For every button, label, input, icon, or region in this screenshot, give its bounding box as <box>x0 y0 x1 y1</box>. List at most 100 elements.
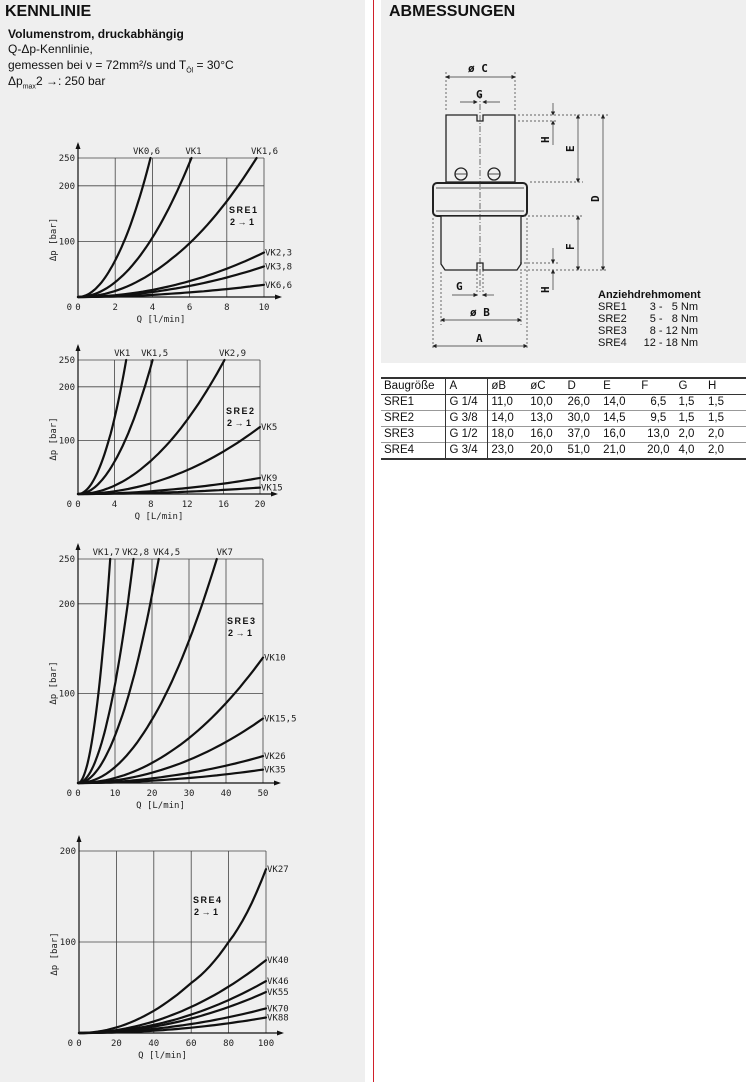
table-cell: 11,0 <box>487 394 528 411</box>
series-label: VK10 <box>264 654 286 664</box>
column-header: G <box>678 380 688 392</box>
x-tick-label: 50 <box>258 789 269 799</box>
table-cell: 14,0 <box>487 410 528 427</box>
x-tick-label: 40 <box>221 789 232 799</box>
flow-direction-label: 2 → 1 <box>228 628 252 638</box>
series-group-label: SRE2 <box>226 406 256 416</box>
series-label: VK88 <box>267 1014 289 1024</box>
series-label: VK1,5 <box>141 349 168 359</box>
y-tick-label: 200 <box>59 383 75 393</box>
origin-label: 0 <box>67 303 72 313</box>
curve-VK7 <box>76 557 218 785</box>
section-heading-abmessungen: ABMESSUNGEN <box>389 3 516 20</box>
table-cell: 1,5 <box>678 412 695 424</box>
description-line-2: gemessen bei ν = 72mm²/s und TÖl = 30°C <box>8 58 234 74</box>
table-body: SRE1 G 1/4 11,0 10,0 26,0 14,0 6,5 1,5 1,5 SRE2 G … <box>381 394 746 459</box>
series-group-label: SRE3 <box>227 616 257 626</box>
table-cell: 26,0 <box>567 396 590 408</box>
series-label: VK9 <box>261 474 277 484</box>
dim-label-c: ø C <box>468 62 488 75</box>
y-axis-arrow-icon <box>76 835 82 842</box>
x-axis-arrow-icon <box>274 780 281 786</box>
subscript: max <box>22 83 36 91</box>
table-cell: 1,5 <box>708 412 724 424</box>
flow-direction-label: 2 → 1 <box>230 217 254 227</box>
x-tick-label: 40 <box>148 1039 159 1049</box>
series-label: VK1,7 <box>93 548 120 558</box>
torque-row: SRE3 8 - 12 Nm <box>598 325 698 337</box>
x-tick-label: 16 <box>218 500 229 510</box>
table-cell: 16,0 <box>530 428 553 440</box>
table-cell: SRE1 <box>384 396 415 408</box>
x-axis-label: Q [l/min] <box>138 1051 187 1061</box>
x-axis-label: Q [L/min] <box>135 512 184 522</box>
series-label: VK1,6 <box>251 147 278 157</box>
series-label: VK5 <box>261 423 277 433</box>
flow-direction-label: 2 → 1 <box>194 907 218 917</box>
series-label: VK40 <box>267 956 289 966</box>
dim-label-b: ø B <box>470 306 490 319</box>
series-label: VK0,6 <box>133 147 160 157</box>
dim-label-g-bottom: G <box>456 280 463 293</box>
curve-VK15 <box>76 486 262 496</box>
curve-VK10 <box>76 656 265 785</box>
series-label: VK7 <box>217 548 233 558</box>
y-axis-label: Δp [bar] <box>49 417 59 460</box>
curve-VK5 <box>76 425 262 496</box>
curve-VK1 <box>76 156 193 299</box>
table-cell: 23,0 <box>487 442 528 459</box>
table-cell: 2,0 <box>708 428 724 440</box>
table-cell: SRE3 <box>384 428 415 440</box>
column-header: H <box>708 380 717 392</box>
table-row: SRE3 G 1/2 18,0 16,0 37,0 16,0 13,0 2,0 2,0 <box>381 426 746 443</box>
x-tick-label: 10 <box>110 789 121 799</box>
dim-label-d: D <box>589 195 602 202</box>
curve-VK6,6 <box>76 283 266 299</box>
curve-VK4,5 <box>76 557 160 785</box>
y-tick-label: 100 <box>59 237 75 247</box>
torque-value: 5 - 8 Nm <box>649 313 698 325</box>
x-axis-arrow-icon <box>271 491 278 497</box>
series-label: VK26 <box>264 752 286 762</box>
torque-row: SRE4 12 - 18 Nm <box>598 337 698 349</box>
table-cell: G 1/4 <box>445 394 488 411</box>
subscript: Öl <box>186 67 194 75</box>
curve-VK2,8 <box>76 557 135 785</box>
series-group-label: SRE1 <box>229 205 259 215</box>
text: gemessen bei ν = 72mm²/s und T <box>8 58 187 72</box>
table-cell: G 3/4 <box>445 442 488 459</box>
x-axis-arrow-icon <box>275 294 282 300</box>
x-axis-label: Q [L/min] <box>136 801 185 811</box>
series-label: VK2,9 <box>219 349 246 359</box>
x-tick-label: 0 <box>75 303 80 313</box>
torque-row: SRE1 3 - 5 Nm <box>598 301 698 313</box>
text: Δp <box>8 74 23 88</box>
torque-size: SRE4 <box>598 337 627 349</box>
curve-VK1,5 <box>76 358 154 496</box>
torque-size: SRE1 <box>598 301 627 313</box>
dimension-drawing: ø C G H E D F H G ø B A <box>432 62 608 350</box>
y-axis-label: Δp [bar] <box>50 932 60 975</box>
table-cell: 14,0 <box>603 396 626 408</box>
curve-VK1,6 <box>76 156 258 299</box>
x-tick-label: 12 <box>182 500 193 510</box>
column-header: øB <box>487 378 528 395</box>
table-cell: 37,0 <box>567 428 590 440</box>
section-heading-kennlinie: KENNLINIE <box>5 3 92 20</box>
series-label: VK15,5 <box>264 714 297 724</box>
y-tick-label: 250 <box>59 356 75 366</box>
x-tick-label: 4 <box>112 500 117 510</box>
y-tick-label: 250 <box>59 154 75 164</box>
series-label: VK3,8 <box>265 262 292 272</box>
x-tick-label: 10 <box>259 303 270 313</box>
subtitle: Volumenstrom, druckabhängig <box>8 27 184 41</box>
chart-sre2: 0 4 8 12 16 20 100 200 250 Q [L/min] Δp [bar] 0 SRE2… <box>49 344 283 522</box>
series-label: VK2,3 <box>265 249 292 259</box>
column-header: A <box>445 378 488 395</box>
x-tick-label: 0 <box>75 789 80 799</box>
dim-label-a: A <box>476 332 483 345</box>
table-cell: G 3/8 <box>445 410 488 427</box>
y-tick-label: 200 <box>59 600 75 610</box>
